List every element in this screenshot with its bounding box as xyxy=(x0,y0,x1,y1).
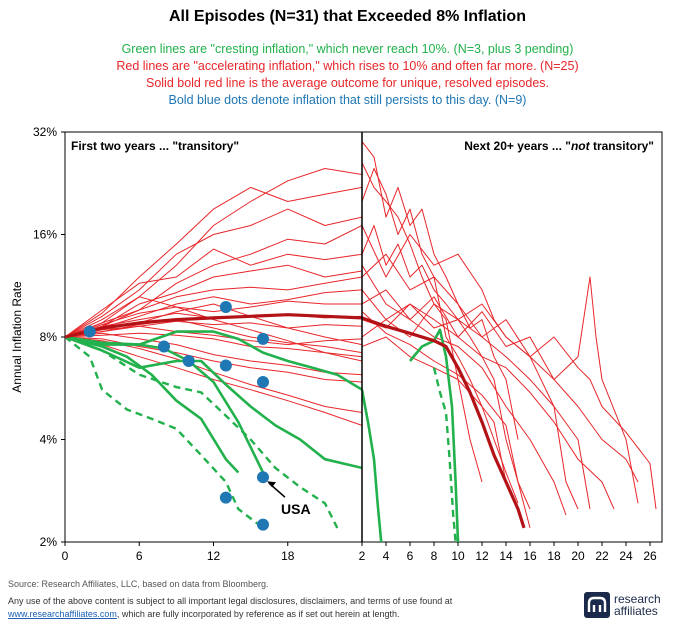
left-series-green-dashed-line xyxy=(65,336,264,529)
left-series-green-solid-line xyxy=(65,335,240,474)
right-panel-label-prefix: Next 20+ years ... " xyxy=(464,139,571,153)
left-series-green-solid-line xyxy=(65,335,265,474)
left-series-red-thin-line xyxy=(65,248,362,338)
left-series-red-thin-line xyxy=(65,332,362,376)
subtitle-red: Red lines are "accelerating inflation," … xyxy=(116,59,579,73)
disclaimer-line-2: www.researchaffiliates.com, which are fu… xyxy=(8,609,400,619)
right-panel-label-suffix: transitory" xyxy=(590,139,654,153)
left-series-red-thin-line xyxy=(65,208,362,338)
left-series-red-thin-line xyxy=(65,336,362,383)
left-panel-lines xyxy=(65,168,362,529)
x-tick-label-right: 2 xyxy=(359,549,366,563)
right-series-green-solid-line xyxy=(362,389,383,542)
subtitle-blue: Bold blue dots denote inflation that sti… xyxy=(168,93,527,107)
right-panel-lines xyxy=(362,141,657,542)
right-panel-label: Next 20+ years ... "not transitory" xyxy=(464,139,654,153)
inflation-chart: 2% 4% 8% 16% 32% Annual Inflation Rate 0 6 12 18 2… xyxy=(10,125,663,563)
y-tick-label: 8% xyxy=(40,330,58,344)
x-tick-label-left: 0 xyxy=(62,549,69,563)
x-tick-label-right: 10 xyxy=(451,549,465,563)
right-series-red-thin-line xyxy=(362,264,639,504)
right-series-red-thin-line xyxy=(362,289,639,483)
subtitle-bold-red: Solid bold red line is the average outco… xyxy=(145,76,550,90)
x-tick-label-right: 22 xyxy=(595,549,609,563)
x-tick-label-right: 6 xyxy=(407,549,414,563)
disclaimer-line-1: Any use of the above content is subject … xyxy=(8,596,453,606)
left-series-green-dashed-line xyxy=(65,335,339,529)
left-series-green-solid-line xyxy=(65,335,362,470)
y-tick-label: 4% xyxy=(40,433,58,447)
x-tick-label-left: 18 xyxy=(281,549,295,563)
x-tick-label-right: 4 xyxy=(383,549,390,563)
right-series-red-thin-line xyxy=(362,336,519,504)
left-series-red-thin-line xyxy=(65,296,362,362)
right-series-red-thin-line xyxy=(362,253,579,510)
research-affiliates-logo: research affiliates xyxy=(584,592,661,618)
x-tick-label-right: 18 xyxy=(547,549,561,563)
persisting-inflation-dot xyxy=(219,300,232,313)
x-tick-label-right: 14 xyxy=(499,549,513,563)
persisting-inflation-dot xyxy=(257,471,269,484)
left-series-red-thin-line xyxy=(65,336,362,426)
persisting-inflation-dot xyxy=(182,355,195,368)
logo-mark-icon xyxy=(584,592,610,618)
left-series-red-thin-line xyxy=(65,332,362,358)
usa-annotation: USA xyxy=(281,501,311,517)
x-tick-label-right: 16 xyxy=(523,549,537,563)
right-series-dark_red-bold-line xyxy=(362,316,526,529)
right-series-red-thin-line xyxy=(362,303,657,510)
left-series-red-thin-line xyxy=(65,319,362,354)
left-series-red-thin-line xyxy=(65,276,362,338)
persisting-inflation-dot xyxy=(257,376,269,389)
left-panel-label: First two years ... "transitory" xyxy=(71,139,239,153)
right-panel-label-italic: not xyxy=(571,139,591,153)
right-series-red-thin-line xyxy=(362,311,531,529)
left-series-red-thin-line xyxy=(65,325,362,346)
x-tick-label-right: 8 xyxy=(431,549,438,563)
persisting-inflation-dot xyxy=(83,325,96,338)
website-link[interactable]: www.researchaffiliates.com xyxy=(8,609,117,619)
subtitle-green: Green lines are "cresting inflation," wh… xyxy=(121,42,574,56)
x-tick-label-right: 12 xyxy=(475,549,489,563)
persisting-inflation-dot xyxy=(158,340,170,353)
right-series-red-thin-line xyxy=(362,225,531,510)
usa-arrow-head xyxy=(267,481,276,488)
x-tick-label-right: 24 xyxy=(619,549,633,563)
source-note: Source: Research Affiliates, LLC, based … xyxy=(8,579,269,589)
logo-word-affiliates: affiliates xyxy=(614,604,658,618)
x-tick-label-left: 6 xyxy=(136,549,143,563)
y-axis-label: Annual Inflation Rate xyxy=(10,281,24,393)
right-series-red-thin-line xyxy=(362,141,519,440)
x-tick-label-right: 20 xyxy=(571,549,585,563)
x-tick-label-left: 12 xyxy=(207,549,221,563)
left-series-dark_red-bold-line xyxy=(65,313,362,339)
y-tick-label: 2% xyxy=(40,535,58,549)
right-series-red-thin-line xyxy=(362,303,615,510)
disclaimer-rest: , which are fully incorporated by refere… xyxy=(116,609,400,619)
right-series-red-thin-line xyxy=(362,289,567,516)
persisting-inflation-dot xyxy=(219,491,232,504)
chart-title: All Episodes (N=31) that Exceeded 8% Inf… xyxy=(169,8,526,25)
y-tick-label: 32% xyxy=(33,125,57,139)
left-series-red-thin-line xyxy=(65,320,362,338)
right-series-green-solid-line xyxy=(408,328,460,542)
right-series-green-dashed-line xyxy=(432,367,457,542)
right-series-red-thin-line xyxy=(362,225,591,510)
x-tick-label-right: 26 xyxy=(643,549,657,563)
left-series-red-thin-line xyxy=(65,300,362,338)
y-tick-label: 16% xyxy=(33,228,57,242)
persisting-inflation-dot xyxy=(257,518,269,531)
persisting-inflation-dot xyxy=(219,359,232,372)
plot-frame xyxy=(64,131,663,543)
left-series-red-thin-line xyxy=(65,168,362,338)
logo-word-research: research xyxy=(614,592,661,606)
persisting-inflation-dot xyxy=(257,332,269,345)
